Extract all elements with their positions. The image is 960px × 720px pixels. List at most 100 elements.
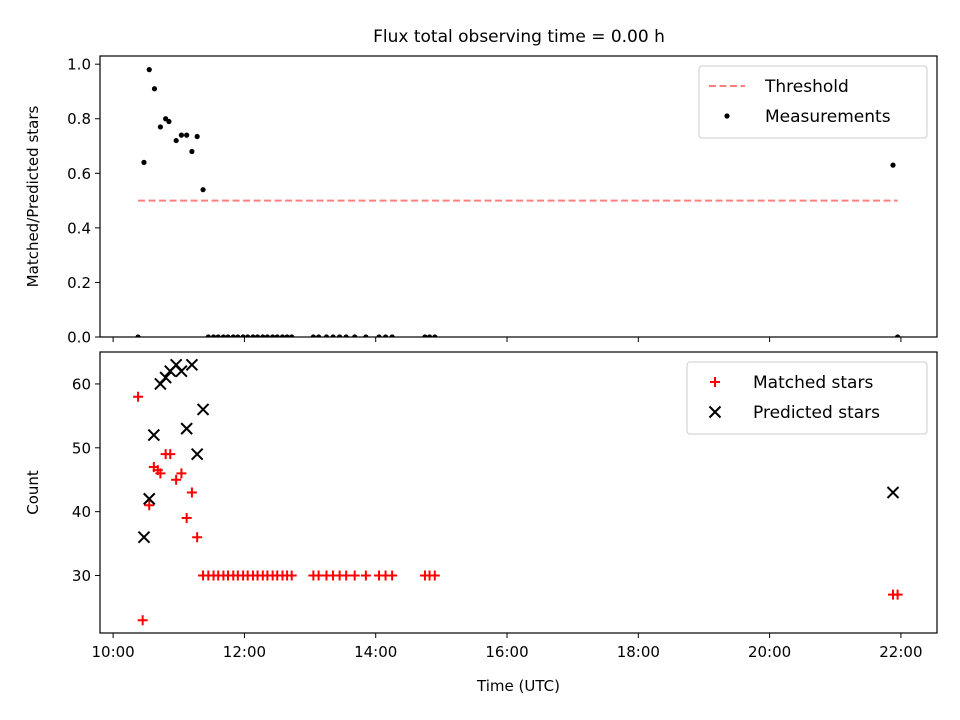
legend-frame [698, 65, 928, 139]
x-tick-label: 10:00 [92, 643, 135, 661]
data-point [382, 334, 389, 337]
data-point [240, 334, 246, 337]
chart-title: Flux total observing time = 0.00 h [373, 27, 665, 47]
data-point [387, 570, 398, 581]
x-tick-label: 20:00 [748, 643, 791, 661]
data-point [143, 492, 156, 506]
data-point [289, 334, 295, 337]
data-point [205, 334, 211, 337]
data-point [147, 428, 161, 442]
y-tick-label: 0.6 [67, 165, 91, 183]
data-point [429, 570, 440, 581]
data-point [144, 500, 155, 511]
data-point [225, 334, 231, 337]
data-point [181, 513, 192, 524]
data-point [186, 487, 197, 498]
data-point [178, 132, 185, 138]
y-tick-label: 0.2 [67, 274, 91, 292]
data-point [286, 570, 297, 581]
data-point [192, 532, 203, 543]
data-point [137, 615, 148, 626]
y-tick-label: 0.4 [67, 219, 91, 237]
data-point [235, 334, 241, 337]
y-axis-label: Count [24, 470, 42, 515]
x-tick-label: 18:00 [617, 643, 660, 661]
data-point [310, 334, 316, 337]
data-point [250, 334, 256, 337]
legend-label: Threshold [764, 77, 849, 97]
legend-label: Predicted stars [753, 403, 880, 423]
data-point [146, 67, 152, 73]
y-tick-label: 1.0 [67, 56, 91, 74]
data-point [180, 422, 193, 435]
data-point [254, 334, 261, 337]
axes-frame [99, 55, 938, 338]
data-point [157, 124, 163, 130]
data-point [184, 132, 190, 138]
data-point [337, 334, 343, 337]
data-point [176, 468, 187, 479]
legend-swatch [710, 377, 720, 387]
data-point [349, 570, 360, 581]
x-tick-label: 16:00 [485, 643, 528, 661]
x-axis-label: Time (UTC) [476, 677, 560, 695]
data-point [260, 334, 266, 337]
y-tick-label: 60 [72, 375, 91, 393]
legend-label: Measurements [765, 107, 891, 127]
data-point [245, 334, 251, 337]
data-point [316, 334, 322, 337]
y-tick-label: 0.8 [67, 110, 91, 128]
data-point [135, 334, 141, 337]
data-point [892, 589, 903, 600]
data-point [432, 334, 438, 337]
series-measurements [135, 67, 901, 337]
legend-swatch [724, 113, 730, 119]
data-point [151, 86, 158, 92]
data-point [171, 474, 182, 485]
data-point [175, 364, 188, 378]
data-point [360, 570, 371, 581]
data-point [890, 162, 896, 168]
data-point [264, 334, 270, 337]
data-point [389, 334, 395, 337]
data-point [886, 486, 900, 499]
series-matched-stars [133, 391, 903, 626]
data-point [220, 334, 227, 337]
y-axis-label: Matched/Predicted stars [24, 106, 42, 288]
data-point [141, 159, 147, 165]
y-tick-label: 50 [72, 439, 91, 457]
x-tick-label: 14:00 [354, 643, 397, 661]
ratio-panel: 0.0 0.2 0.4 0.6 0.8 1.0 Matched/Predicted star… [24, 55, 938, 347]
data-point [194, 133, 200, 140]
x-tick-label: 22:00 [879, 643, 922, 661]
y-tick-label: 30 [72, 567, 91, 585]
data-point [284, 334, 290, 337]
data-point [270, 334, 276, 337]
data-point [133, 391, 144, 402]
data-point [323, 334, 330, 337]
data-point [173, 137, 179, 144]
legend-label: Matched stars [753, 373, 873, 393]
data-point [376, 334, 382, 337]
data-point [189, 148, 195, 155]
legend-frame [686, 361, 928, 435]
plot-area [133, 358, 903, 626]
data-point [895, 334, 901, 337]
data-point [215, 334, 221, 337]
data-point [352, 334, 358, 337]
data-point [200, 187, 206, 193]
legend: Matched stars Predicted stars [686, 361, 928, 435]
data-point [165, 449, 176, 460]
data-point [137, 530, 151, 544]
data-point [422, 334, 428, 337]
data-point [426, 334, 433, 337]
data-point [210, 334, 217, 337]
legend-swatch [708, 405, 722, 419]
data-point [230, 334, 236, 337]
y-tick-label: 40 [72, 503, 91, 521]
data-point [330, 334, 336, 337]
data-point [343, 334, 349, 337]
data-point [166, 118, 172, 125]
data-point [159, 371, 172, 384]
